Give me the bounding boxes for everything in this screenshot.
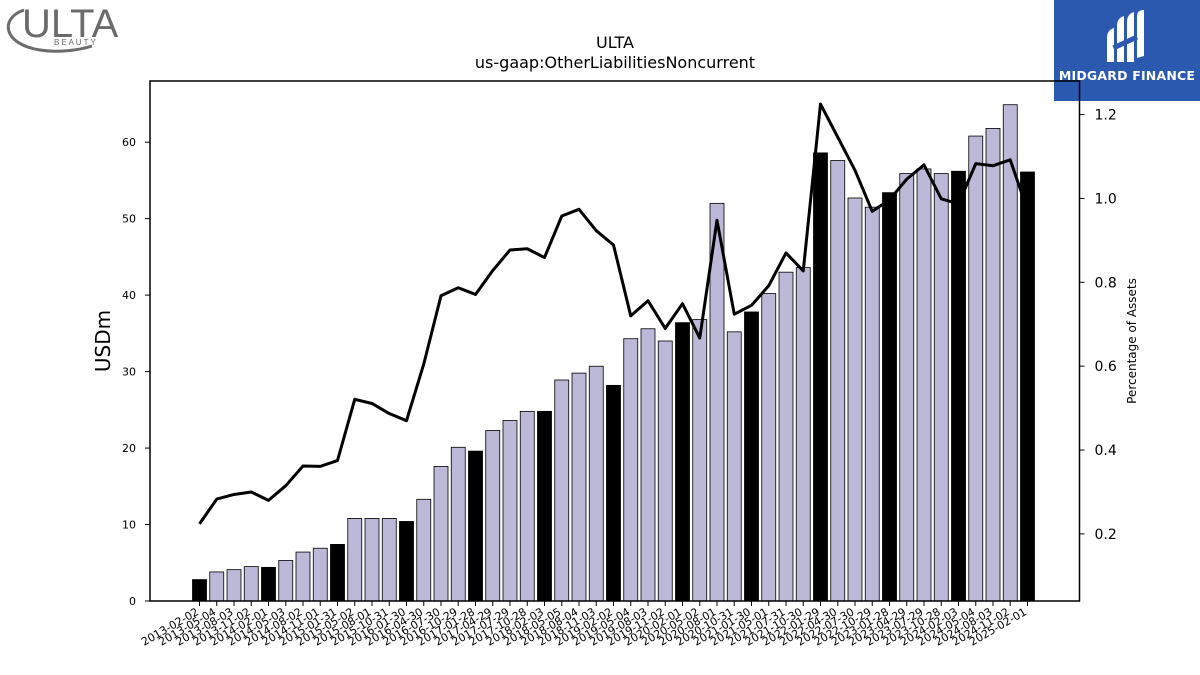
bar bbox=[606, 384, 621, 602]
y-tick-label: 50 bbox=[122, 213, 136, 226]
bar bbox=[485, 430, 501, 602]
bar bbox=[347, 518, 363, 602]
bar bbox=[640, 328, 656, 602]
ulta-logo-name: ULTA bbox=[22, 2, 119, 46]
bar bbox=[692, 319, 708, 602]
ulta-logo-sub: B E A U T Y bbox=[54, 38, 96, 47]
plot-frame bbox=[149, 80, 1081, 602]
chart-subtitle: us-gaap:OtherLiabilitiesNoncurrent bbox=[475, 53, 755, 72]
bar bbox=[381, 518, 397, 602]
bar bbox=[864, 206, 880, 602]
y-tick-label: 40 bbox=[122, 289, 136, 302]
chart-title: ULTA bbox=[596, 33, 634, 52]
bar bbox=[916, 168, 932, 602]
bar bbox=[330, 544, 345, 602]
bar bbox=[899, 173, 915, 602]
bar bbox=[450, 446, 466, 602]
bar bbox=[364, 518, 380, 602]
bar bbox=[744, 311, 759, 602]
ulta-logo-mark: ULTA B E A U T Y bbox=[6, 2, 119, 53]
left-axis: 0 10 20 30 40 50 60 bbox=[122, 136, 150, 608]
bar bbox=[1002, 104, 1018, 602]
bar bbox=[795, 267, 811, 602]
percentage-line bbox=[198, 102, 1029, 525]
bar bbox=[571, 372, 587, 602]
bar bbox=[502, 420, 518, 602]
y-tick-label: 20 bbox=[122, 442, 136, 455]
bar bbox=[192, 579, 207, 602]
bar bbox=[813, 152, 828, 602]
bar bbox=[399, 521, 414, 602]
y-tick-label: 60 bbox=[122, 136, 136, 149]
bar bbox=[951, 170, 966, 602]
bar bbox=[433, 466, 449, 602]
bar bbox=[933, 173, 949, 602]
bar bbox=[554, 379, 570, 602]
line-series bbox=[198, 102, 1029, 525]
bar bbox=[519, 410, 535, 602]
bar bbox=[847, 197, 863, 602]
bar bbox=[312, 547, 328, 602]
midgard-finance-logo: MIDGARD FINANCE bbox=[1054, 0, 1200, 101]
y2-tick-label: 1.0 bbox=[1095, 191, 1117, 207]
bar bbox=[830, 160, 846, 602]
bar bbox=[295, 551, 311, 602]
y2-tick-label: 0.4 bbox=[1095, 443, 1117, 459]
y-tick-label: 30 bbox=[122, 366, 136, 379]
bar bbox=[209, 571, 225, 602]
bar bbox=[261, 566, 276, 602]
bar bbox=[623, 338, 639, 602]
bar bbox=[468, 450, 483, 602]
midgard-logo-mark bbox=[1107, 10, 1144, 62]
bar bbox=[657, 340, 673, 602]
right-axis: 0.2 0.4 0.6 0.8 1.0 1.2 bbox=[1079, 108, 1117, 543]
y2-tick-label: 0.2 bbox=[1095, 527, 1117, 543]
bar bbox=[588, 365, 604, 602]
midgard-logo-text: MIDGARD FINANCE bbox=[1058, 68, 1196, 83]
y2-tick-label: 1.2 bbox=[1095, 108, 1117, 124]
bar bbox=[1020, 171, 1035, 602]
bar bbox=[968, 135, 984, 602]
bar bbox=[985, 128, 1001, 602]
y-axis-label: USDm bbox=[91, 310, 115, 372]
bar bbox=[761, 293, 777, 602]
bar bbox=[243, 566, 259, 602]
y2-tick-label: 0.8 bbox=[1095, 275, 1117, 291]
y-tick-label: 0 bbox=[129, 595, 136, 608]
y2-tick-label: 0.6 bbox=[1095, 359, 1117, 375]
y-tick-label: 10 bbox=[122, 519, 136, 532]
y2-axis-label: Percentage of Assets bbox=[1125, 278, 1139, 404]
bar bbox=[278, 560, 294, 602]
bar bbox=[537, 410, 552, 602]
bar bbox=[226, 569, 242, 602]
bar bbox=[882, 192, 897, 602]
x-axis: 2013-02-022013-05-042013-08-032013-11-02… bbox=[139, 601, 1029, 649]
bar bbox=[778, 271, 794, 602]
ulta-logo: ULTA B E A U T Y bbox=[0, 0, 140, 58]
bar bbox=[675, 322, 690, 602]
bar-series bbox=[192, 104, 1035, 602]
bar bbox=[726, 331, 742, 602]
bar bbox=[416, 498, 432, 602]
